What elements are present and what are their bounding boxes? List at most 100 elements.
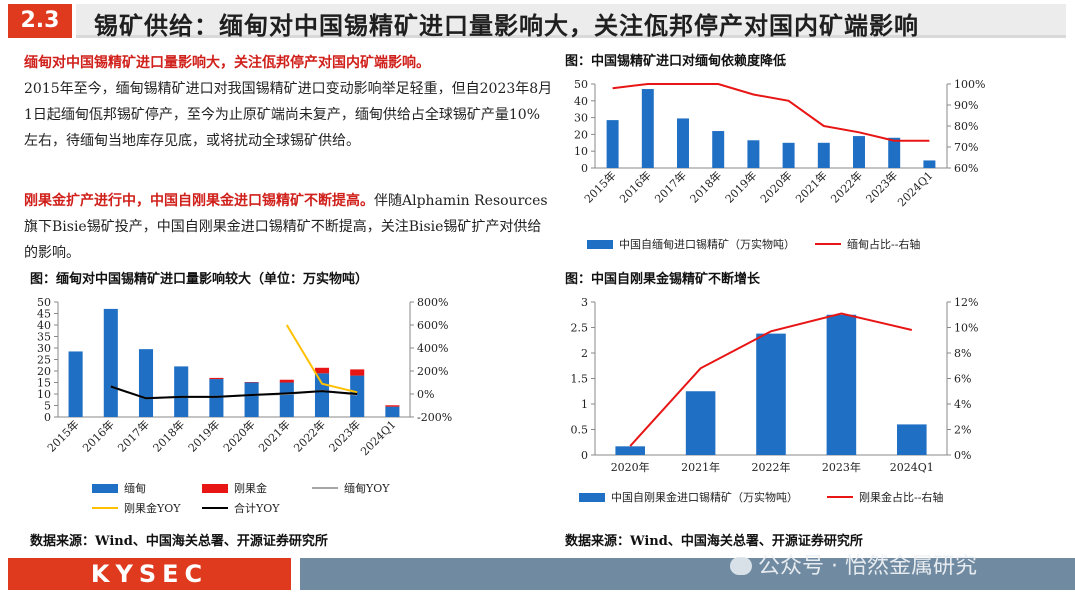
legend-swatch xyxy=(202,484,228,493)
left-tick-label: 2.5 xyxy=(571,322,589,335)
left-tick-label: 40 xyxy=(574,95,588,108)
bar-0 xyxy=(606,120,619,168)
paragraph-myanmar-body: 2015年至今，缅甸锡精矿进口对我国锡精矿进口变动影响举足轻重，但自2023年8… xyxy=(24,81,553,149)
bar-2 xyxy=(756,333,786,455)
series-line xyxy=(629,312,913,447)
x-tick-label: 2017年 xyxy=(115,417,152,454)
right-tick-label: 2% xyxy=(954,424,971,437)
left-tick-label: 35 xyxy=(37,331,51,344)
left-tick-label: 15 xyxy=(37,377,51,390)
bar-1 xyxy=(641,89,654,168)
legend-swatch xyxy=(92,484,118,493)
right-tick-label: -200% xyxy=(417,411,452,424)
data-source-right: 数据来源：Wind、中国海关总署、开源证券研究所 xyxy=(565,534,863,549)
x-tick-label: 2018年 xyxy=(150,417,187,454)
right-tick-label: 100% xyxy=(954,78,985,91)
legend-label: 缅甸 xyxy=(124,481,146,495)
right-tick-label: 12% xyxy=(954,296,978,309)
bar-4 xyxy=(747,140,760,168)
bar-8 xyxy=(888,137,901,168)
x-tick-label: 2022年 xyxy=(752,460,791,474)
x-tick-label: 2022年 xyxy=(291,417,328,454)
left-tick-label: 0 xyxy=(44,411,51,424)
x-tick-label: 2018年 xyxy=(687,168,724,205)
x-tick-label: 2019年 xyxy=(722,168,759,205)
bar-9 xyxy=(923,160,936,168)
bar-stacked-5 xyxy=(244,382,259,417)
x-tick-label: 2020年 xyxy=(220,417,257,454)
right-tick-label: 200% xyxy=(417,365,448,378)
x-tick-label: 2024Q1 xyxy=(358,418,398,458)
left-tick-label: 20 xyxy=(574,128,588,141)
x-tick-label: 2019年 xyxy=(185,417,222,454)
x-tick-label: 2024Q1 xyxy=(895,169,935,209)
chart-drc-growth: 0 0.5 1 1.5 2 2.5 3 0% 2% 4% 6% 8% 10% 12% 2020年 2021年 2… xyxy=(555,290,985,524)
bar-0 xyxy=(615,446,645,455)
legend-label: 刚果金占比--右轴 xyxy=(859,490,943,504)
x-tick-label: 2021年 xyxy=(681,460,720,474)
left-tick-label: 20 xyxy=(37,365,51,378)
x-tick-label: 2017年 xyxy=(652,168,689,205)
series-line xyxy=(110,385,358,400)
legend-label: 刚果金YOY xyxy=(124,501,181,515)
x-tick-label: 2024Q1 xyxy=(890,461,934,474)
left-tick-label: 30 xyxy=(574,112,588,125)
watermark-text: 公众号 · 怡然金属研究 xyxy=(758,554,977,579)
legend-label: 缅甸占比--右轴 xyxy=(847,237,920,251)
bar-stacked-2 xyxy=(138,349,154,417)
chart-import-stacked: 0 5 10 15 20 25 30 35 40 45 50 -200% 0% 200% 400% 600% 8… xyxy=(20,290,470,524)
bar-stacked-8 xyxy=(350,375,365,417)
x-tick-label: 2016年 xyxy=(616,168,653,205)
x-tick-label: 2023年 xyxy=(822,460,861,474)
paragraph-drc-body: 伴随Alphamin Resources旗下Bisie锡矿投产，中国自刚果金进口… xyxy=(24,193,548,261)
x-tick-label: 2021年 xyxy=(255,417,292,454)
legend-swatch xyxy=(587,240,613,249)
kysec-logo: KYSEC xyxy=(8,558,291,590)
right-tick-label: 800% xyxy=(417,296,448,309)
left-tick-label: 25 xyxy=(37,354,51,367)
left-tick-label: 0 xyxy=(581,449,588,462)
left-tick-label: 5 xyxy=(44,400,51,413)
page-title: 锡矿供给：缅甸对中国锡精矿进口量影响大，关注佤邦停产对国内矿端影响 xyxy=(94,11,919,40)
left-tick-label: 50 xyxy=(37,296,51,309)
x-tick-label: 2021年 xyxy=(792,168,829,205)
legend-label: 中国自缅甸进口锡精矿（万实物吨） xyxy=(619,237,795,251)
series-line xyxy=(612,83,930,142)
right-tick-label: 400% xyxy=(417,342,448,355)
legend-label: 中国自刚果金进口锡精矿（万实物吨） xyxy=(611,490,798,504)
bar-stacked-7 xyxy=(314,373,330,417)
data-source-left: 数据来源：Wind、中国海关总署、开源证券研究所 xyxy=(30,534,328,549)
title-bar: 锡矿供给：缅甸对中国锡精矿进口量影响大，关注佤邦停产对国内矿端影响 xyxy=(76,4,1066,40)
x-tick-label: 2020年 xyxy=(611,460,650,474)
bar-stacked-6 xyxy=(279,382,294,417)
right-tick-label: 0% xyxy=(954,449,971,462)
paragraph-myanmar: 缅甸对中国锡精矿进口量影响大，关注佤邦停产对国内矿端影响。 2015年至今，缅甸… xyxy=(24,50,554,154)
x-tick-label: 2020年 xyxy=(757,168,794,205)
watermark: 公众号 · 怡然金属研究 xyxy=(730,548,977,580)
left-tick-label: 40 xyxy=(37,319,51,332)
left-tick-label: 0 xyxy=(581,162,588,175)
series-line xyxy=(285,324,358,394)
paragraph-drc: 刚果金扩产进行中，中国自刚果金进口锡精矿不断提高。伴随Alphamin Reso… xyxy=(24,188,554,266)
section-number: 2.3 xyxy=(8,4,72,38)
right-tick-label: 0% xyxy=(417,388,434,401)
chart-caption-2: 图：缅甸对中国锡精矿进口量影响较大（单位：万实物吨） xyxy=(30,272,369,287)
chart-caption-1: 图：中国锡精矿进口对缅甸依赖度降低 xyxy=(565,54,787,69)
bar-stacked-8 xyxy=(350,369,365,376)
bar-3 xyxy=(826,314,857,455)
left-tick-label: 50 xyxy=(574,78,588,91)
bar-1 xyxy=(685,391,716,455)
paragraph-myanmar-heading: 缅甸对中国锡精矿进口量影响大，关注佤邦停产对国内矿端影响。 xyxy=(24,55,430,71)
left-tick-label: 1.5 xyxy=(571,373,589,386)
left-tick-label: 1 xyxy=(581,398,588,411)
left-tick-label: 0.5 xyxy=(571,424,589,437)
bar-stacked-0 xyxy=(68,351,83,417)
right-tick-label: 70% xyxy=(954,141,978,154)
right-tick-label: 60% xyxy=(954,162,978,175)
left-tick-label: 2 xyxy=(581,347,588,360)
bar-6 xyxy=(817,142,830,168)
left-tick-label: 10 xyxy=(37,388,51,401)
bar-7 xyxy=(853,136,865,168)
right-tick-label: 600% xyxy=(417,319,448,332)
bar-stacked-6 xyxy=(279,379,294,383)
